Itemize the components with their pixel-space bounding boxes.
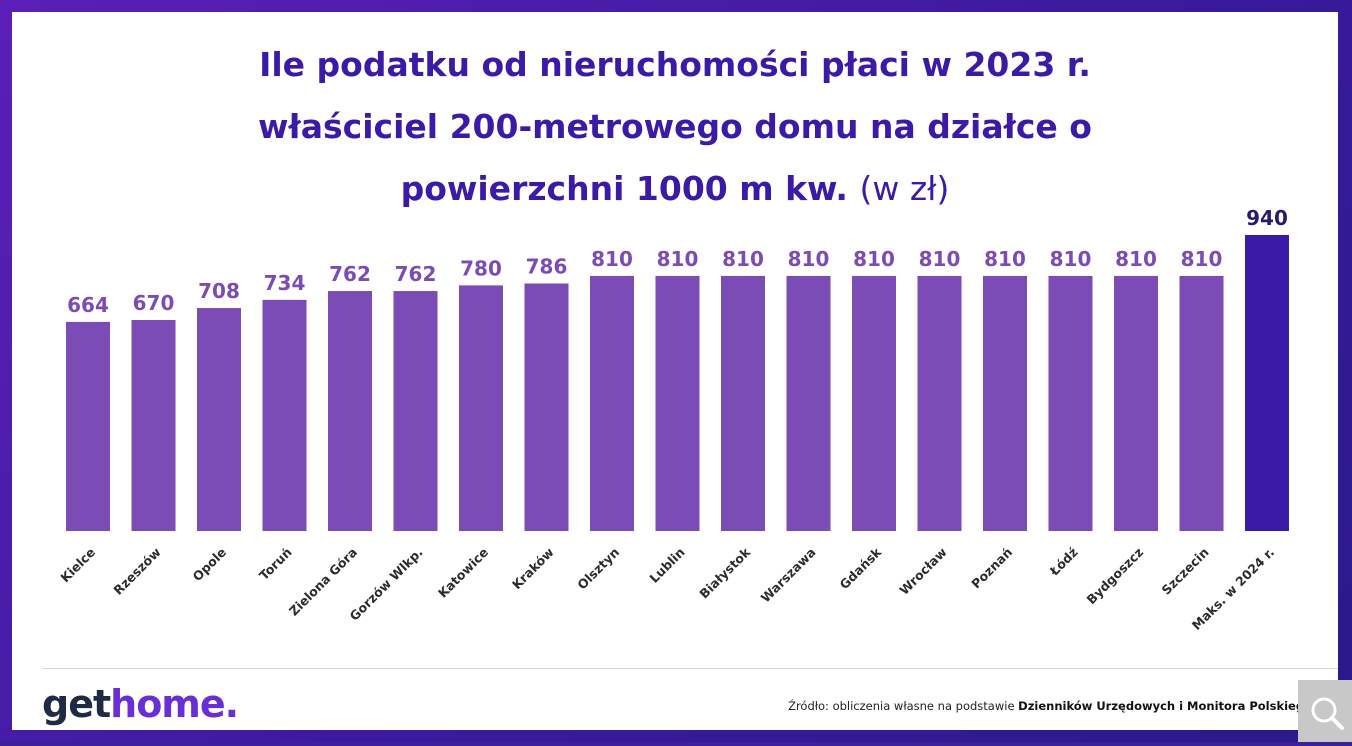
bar-18 [1245, 235, 1289, 531]
value-label-8: 810 [591, 247, 633, 271]
bar-3 [262, 299, 307, 531]
value-label-15: 810 [1050, 247, 1092, 271]
source-prefix: Źródło: obliczenia własne na podstawie [788, 699, 1019, 713]
bar-12 [852, 275, 896, 531]
title-line-2: właściciel 200-metrowego domu na działce… [258, 107, 1092, 146]
category-label-14: Poznań [968, 545, 1015, 592]
category-label-10: Białystok [696, 544, 753, 601]
bar-5 [393, 291, 438, 531]
value-label-14: 810 [984, 247, 1026, 271]
gethome-logo: gethome. [42, 682, 239, 726]
bar-4 [328, 291, 372, 531]
footer-divider [42, 668, 1338, 669]
value-label-16: 810 [1115, 247, 1157, 271]
value-label-2: 708 [198, 279, 240, 303]
value-label-12: 810 [853, 247, 895, 271]
value-label-3: 734 [264, 271, 306, 295]
title-line-3-text: powierzchni 1000 m kw. [400, 169, 848, 208]
bar-17 [1179, 275, 1224, 531]
bar-6 [459, 285, 503, 531]
title-unit: (w zł) [859, 169, 950, 208]
bar-1 [131, 320, 176, 531]
category-label-9: Lublin [646, 545, 687, 586]
category-label-16: Bydgoszcz [1083, 545, 1146, 608]
category-label-1: Rzeszów [110, 544, 164, 598]
bar-chart: 664 Kielce 670 Rzeszów 708 Opole 734 Toruń 762 Zi… [57, 206, 1289, 633]
title-line-3: powierzchni 1000 m kw. (w zł) [12, 158, 1338, 220]
value-label-13: 810 [919, 247, 961, 271]
category-label-11: Warszawa [758, 545, 819, 606]
bar-14 [983, 275, 1027, 531]
bar-15 [1048, 275, 1093, 531]
category-label-13: Wrocław [896, 544, 950, 598]
category-label-15: Łódź [1046, 545, 1081, 580]
value-label-9: 810 [657, 247, 699, 271]
zoom-button[interactable] [1298, 680, 1352, 742]
source-bold: Dzienników Urzędowych i Monitora Polskie… [1018, 699, 1312, 713]
bar-10 [721, 275, 765, 531]
category-label-7: Kraków [509, 544, 557, 592]
value-label-1: 670 [133, 291, 175, 315]
value-label-6: 780 [460, 256, 502, 280]
value-label-10: 810 [722, 247, 764, 271]
chart-card: Ile podatku od nieruchomości płaci w 202… [12, 12, 1338, 730]
bar-2 [197, 308, 241, 531]
chart-title: Ile podatku od nieruchomości płaci w 202… [12, 34, 1338, 220]
category-label-17: Szczecin [1159, 545, 1212, 598]
value-label-5: 762 [395, 262, 437, 286]
value-label-4: 762 [329, 262, 371, 286]
value-label-18: 940 [1246, 206, 1288, 230]
logo-part-home: home. [110, 682, 239, 726]
bar-13 [917, 275, 962, 531]
source-note: Źródło: obliczenia własne na podstawie D… [788, 698, 1312, 714]
category-label-2: Opole [190, 545, 230, 585]
bar-9 [655, 275, 700, 531]
category-label-0: Kielce [57, 545, 98, 586]
bar-11 [786, 275, 831, 531]
bar-7 [524, 283, 569, 531]
bar-16 [1114, 275, 1158, 531]
value-label-11: 810 [788, 247, 830, 271]
bar-0 [66, 321, 110, 531]
magnifier-icon [1311, 697, 1344, 730]
category-label-8: Olsztyn [574, 545, 622, 593]
category-label-6: Katowice [435, 545, 491, 601]
value-label-0: 664 [67, 293, 109, 317]
title-line-1: Ile podatku od nieruchomości płaci w 202… [259, 45, 1091, 84]
category-label-3: Toruń [256, 545, 294, 583]
value-label-17: 810 [1181, 247, 1223, 271]
category-label-12: Gdańsk [837, 544, 885, 592]
value-label-7: 786 [526, 254, 568, 278]
logo-part-get: get [42, 682, 111, 726]
bar-8 [590, 275, 634, 531]
category-label-4: Zielona Góra [286, 545, 360, 619]
